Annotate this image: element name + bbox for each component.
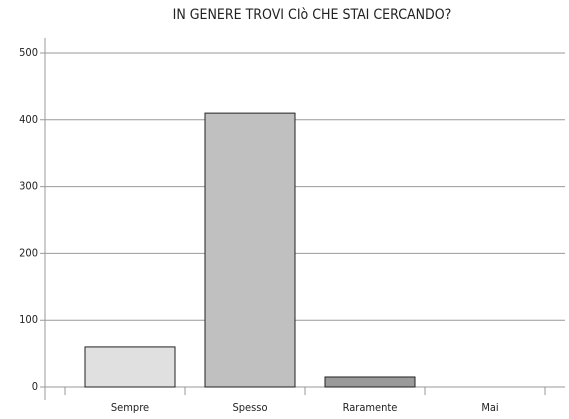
y-tick-label: 200 xyxy=(19,246,38,259)
bar xyxy=(84,346,176,388)
y-tick-label: 400 xyxy=(19,113,38,126)
y-tick-label: 0 xyxy=(32,380,38,393)
y-tick-label: 500 xyxy=(19,46,38,59)
bar xyxy=(324,376,416,388)
x-tick-label: Sempre xyxy=(111,401,149,414)
x-tick-label: Mai xyxy=(481,401,498,414)
chart-title: IN GENERE TROVI CIò CHE STAI CERCANDO? xyxy=(173,7,452,23)
bar xyxy=(204,112,296,388)
x-tick-label: Raramente xyxy=(343,401,398,414)
y-tick-label: 100 xyxy=(19,313,38,326)
x-tick-label: Spesso xyxy=(232,401,267,414)
y-tick-label: 300 xyxy=(19,180,38,193)
